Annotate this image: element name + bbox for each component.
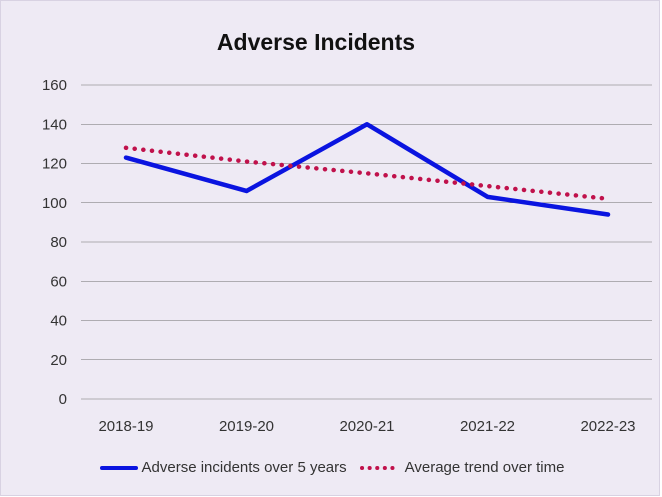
series-lines [126,124,608,214]
legend-swatch-solid [100,463,138,473]
y-tick-label: 120 [42,156,67,173]
x-tick-label: 2022-23 [580,418,635,435]
y-tick-label: 40 [50,313,67,330]
legend-label-series-1: Adverse incidents over 5 years [142,459,347,476]
y-tick-label: 20 [50,352,67,369]
y-tick-label: 0 [59,391,67,408]
y-tick-label: 140 [42,116,67,133]
x-tick-label: 2020-21 [339,418,394,435]
y-tick-label: 100 [42,195,67,212]
gridlines [81,85,652,399]
x-tick-labels: 2018-19 2019-20 2020-21 2021-22 2022-23 [98,418,635,435]
x-tick-label: 2019-20 [219,418,274,435]
x-tick-label: 2021-22 [460,418,515,435]
series-line-1 [126,124,608,214]
y-tick-labels: 0 20 40 60 80 100 120 140 160 [42,77,67,408]
legend: Adverse incidents over 5 years Average t… [1,459,662,476]
y-tick-label: 80 [50,234,67,251]
legend-item-series-2: Average trend over time [359,459,565,476]
x-tick-label: 2018-19 [98,418,153,435]
y-tick-label: 160 [42,77,67,94]
legend-item-series-1: Adverse incidents over 5 years [100,459,347,476]
legend-label-series-2: Average trend over time [405,459,565,476]
legend-swatch-dotted [359,463,401,473]
y-tick-label: 60 [50,273,67,290]
